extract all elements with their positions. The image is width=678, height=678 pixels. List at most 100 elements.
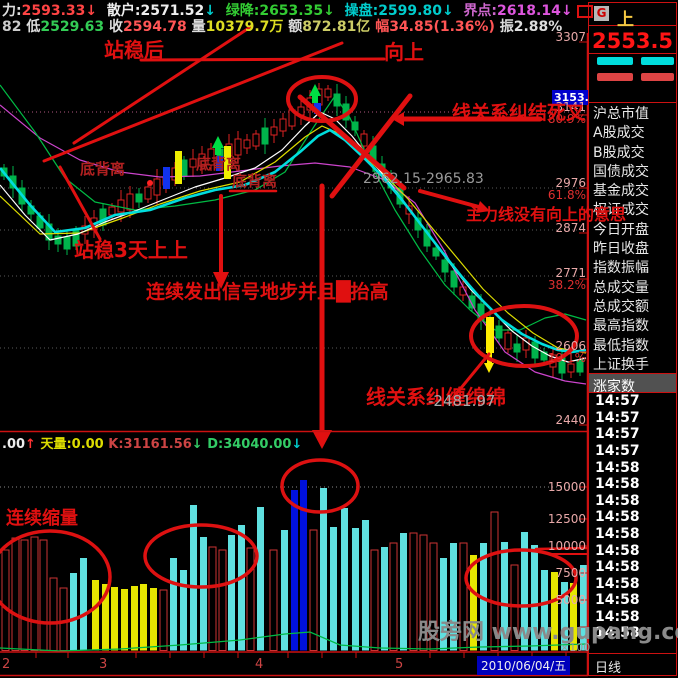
candle-body bbox=[405, 205, 413, 215]
volume-bar bbox=[180, 570, 187, 651]
volume-bar bbox=[1, 549, 10, 651]
market-stat-rows: 沪总市值 A股成交 B股成交国债成交基金成交权证成交今日开盘昨日收盘指数振幅总成交量… bbox=[589, 103, 676, 373]
signal-arrow-icon bbox=[484, 363, 494, 373]
tick-time: 14:58 bbox=[595, 575, 640, 592]
period-selector[interactable]: 日线 bbox=[589, 653, 676, 676]
note-bottom-div-3: 底背离 bbox=[232, 172, 278, 190]
bid-ask-bar-segment bbox=[597, 57, 633, 65]
candle-body bbox=[234, 138, 242, 156]
note-shrink-vol: 连续缩量 bbox=[6, 508, 78, 529]
candle-body bbox=[441, 259, 449, 273]
selected-date-chip[interactable]: 2010/06/04/五 bbox=[477, 656, 571, 675]
candle-body bbox=[459, 286, 467, 296]
market-stat-row[interactable]: 总成交量 bbox=[593, 279, 649, 296]
candle-body bbox=[45, 223, 53, 241]
candle-body bbox=[414, 217, 422, 231]
index-title: 上 bbox=[617, 10, 634, 30]
candle-body bbox=[9, 175, 17, 189]
index-last-price: 2553.5 bbox=[589, 26, 676, 54]
market-stat-row[interactable]: B股成交 bbox=[593, 144, 645, 161]
market-stat-row[interactable]: 昨日收盘 bbox=[593, 241, 649, 258]
quote-field: 幅34.85(1.36%) bbox=[375, 19, 500, 35]
volume-bar bbox=[400, 533, 407, 651]
volume-bar bbox=[330, 527, 337, 651]
volume-axis-label: 15000 bbox=[547, 480, 586, 494]
annotation-circle bbox=[280, 458, 360, 514]
market-stat-row[interactable]: 权证成交 bbox=[593, 202, 649, 219]
volume-bar bbox=[257, 507, 264, 651]
tick-time: 14:57 bbox=[595, 409, 640, 426]
watermark: 股旁网 www.gupang.com bbox=[418, 620, 678, 645]
market-stat-row[interactable]: 上证换手 bbox=[593, 356, 649, 373]
note-bottom-div-2: 底背离 bbox=[196, 155, 242, 173]
tick-time: 14:58 bbox=[595, 559, 640, 576]
market-stat-row[interactable]: 指数振幅 bbox=[593, 260, 649, 277]
market-stat-row[interactable]: 今日开盘 bbox=[593, 221, 649, 238]
candle-body bbox=[252, 133, 260, 147]
quote-header-line1: 力:2593.33↓ 散户:2571.52↓ 绿降:2653.35↓ 操盘:25… bbox=[2, 2, 582, 18]
candle-body bbox=[351, 121, 359, 131]
broker-g-icon[interactable]: G bbox=[594, 6, 609, 21]
tick-time: 14:58 bbox=[595, 542, 640, 559]
tick-time: 14:58 bbox=[595, 608, 640, 625]
volume-bar bbox=[159, 589, 168, 651]
volume-bar bbox=[218, 549, 227, 651]
candle-body bbox=[27, 205, 35, 215]
volume-bar bbox=[320, 488, 327, 651]
tick-time: 14:58 bbox=[595, 492, 640, 509]
quote-field: 收2594.78 bbox=[109, 19, 192, 35]
market-stat-row[interactable]: 最高指数 bbox=[593, 318, 649, 335]
quote-field: 散户:2571.52↓ bbox=[106, 3, 226, 19]
candle-body bbox=[513, 343, 521, 353]
window-restore-icon[interactable] bbox=[577, 5, 593, 18]
tick-time: 14:57 bbox=[595, 393, 640, 410]
quote-field: 界点:2618.14↓ bbox=[463, 3, 583, 19]
market-stat-row[interactable]: 沪总市值 bbox=[593, 106, 649, 122]
tick-time-list[interactable]: 14:57 14:57 14:57 14:57 14:58 14:58 14:58 14:58… bbox=[589, 393, 676, 642]
market-stat-row[interactable]: 总成交额 bbox=[593, 298, 649, 315]
candle-body bbox=[36, 215, 44, 229]
candle-body bbox=[135, 193, 143, 203]
quote-field: 操盘:2599.80↓ bbox=[344, 3, 464, 19]
signal-marker bbox=[312, 96, 318, 103]
candle-body bbox=[324, 88, 332, 98]
market-stat-row[interactable]: 国债成交 bbox=[593, 163, 649, 180]
volume-bar bbox=[352, 528, 359, 651]
market-stat-row[interactable]: 基金成交 bbox=[593, 183, 649, 200]
market-stat-row[interactable]: A股成交 bbox=[593, 125, 645, 142]
indicator-value: 天量:0.00 bbox=[40, 437, 104, 452]
candle-body bbox=[396, 187, 404, 205]
note-stand-firm: 站稳后 bbox=[104, 38, 164, 62]
note-stand-3days: 站稳3天上上 bbox=[74, 238, 188, 262]
tick-time: 14:57 bbox=[595, 426, 640, 443]
signal-marker bbox=[486, 317, 494, 353]
candle-body bbox=[288, 109, 296, 127]
indicator-value: .00 bbox=[2, 437, 26, 452]
candle-body bbox=[180, 159, 188, 177]
volume-axis-label: 7500 bbox=[555, 566, 586, 580]
market-stat-row[interactable]: 最低指数 bbox=[593, 337, 649, 354]
volume-bar bbox=[111, 587, 118, 651]
volume-bar bbox=[300, 480, 307, 651]
signal-marker bbox=[163, 167, 170, 189]
candle-body bbox=[126, 193, 134, 211]
volume-axis-label: 5000 bbox=[555, 593, 586, 607]
sidebar-titlebar[interactable]: G 上 bbox=[589, 3, 676, 30]
volume-bar bbox=[30, 536, 39, 651]
indicator-value: ↓ bbox=[191, 437, 203, 452]
annotation-line bbox=[42, 41, 344, 163]
volume-bar bbox=[80, 558, 87, 651]
fib-percent-label: 38.2% bbox=[547, 278, 586, 292]
annotation-circle bbox=[0, 529, 112, 625]
quote-field: 量10379.7万 bbox=[191, 19, 289, 35]
x-axis-label: 3 bbox=[99, 657, 108, 672]
volume-bar bbox=[208, 546, 217, 651]
signal-marker bbox=[487, 352, 492, 363]
candle-body bbox=[306, 97, 314, 111]
price-axis-label: 2440 bbox=[555, 413, 586, 427]
volume-bar bbox=[102, 584, 109, 651]
volume-bar bbox=[309, 529, 318, 651]
candle-body bbox=[495, 325, 503, 339]
tick-time: 14:58 bbox=[595, 592, 640, 609]
